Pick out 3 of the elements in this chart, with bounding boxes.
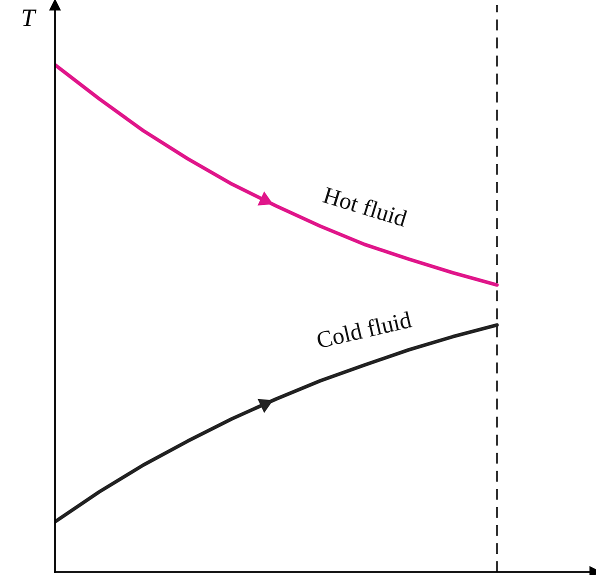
- text: Cold fluid: [316, 310, 412, 348]
- y-axis-title: T: [22, 10, 36, 26]
- legend-label: Hot fluid: [322, 186, 408, 228]
